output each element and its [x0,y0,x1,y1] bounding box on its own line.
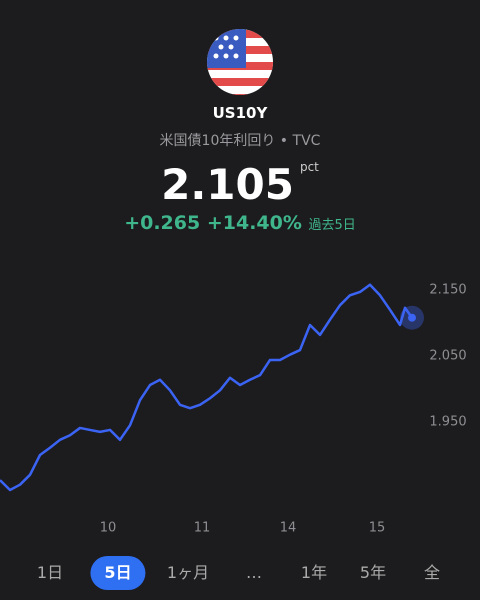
chart: 1.950 2.050 2.150 10 11 14 15 [0,283,467,536]
price-line [0,283,414,492]
x-tick-label: 10 [100,521,117,536]
range-tab[interactable]: 1日 [36,563,64,582]
range-tab[interactable]: 5日 [90,556,146,590]
price-row: 2.105 pct [0,160,480,209]
range-tabs: 1日 5日 1ヶ月 … 1年 5年 全て [0,556,480,600]
symbol: US10Y [212,104,268,122]
range-tab[interactable]: 5年 [359,563,387,582]
y-tick-label: 2.150 [429,283,466,298]
change-row: +0.265 +14.40% 過去5日 [0,212,480,234]
change: +0.265 [124,212,201,234]
unit: pct [299,160,319,174]
y-tick-label: 1.950 [429,415,466,430]
flag-icon [207,29,273,95]
range-tab[interactable]: 1ヶ月 [166,563,210,582]
range-tab[interactable]: 1年 [300,563,328,582]
period: 過去5日 [308,218,356,233]
change-percent: +14.40% [206,212,302,234]
range-tab[interactable]: … [246,563,262,582]
subtitle: 米国債10年利回り • TVC [159,133,321,149]
last-point [408,313,416,322]
range-tab[interactable]: 全て [423,563,440,600]
y-tick-label: 2.050 [429,349,466,364]
price: 2.105 [161,160,294,209]
x-tick-label: 15 [369,521,386,536]
x-tick-label: 11 [194,521,211,536]
x-tick-label: 14 [280,521,297,536]
